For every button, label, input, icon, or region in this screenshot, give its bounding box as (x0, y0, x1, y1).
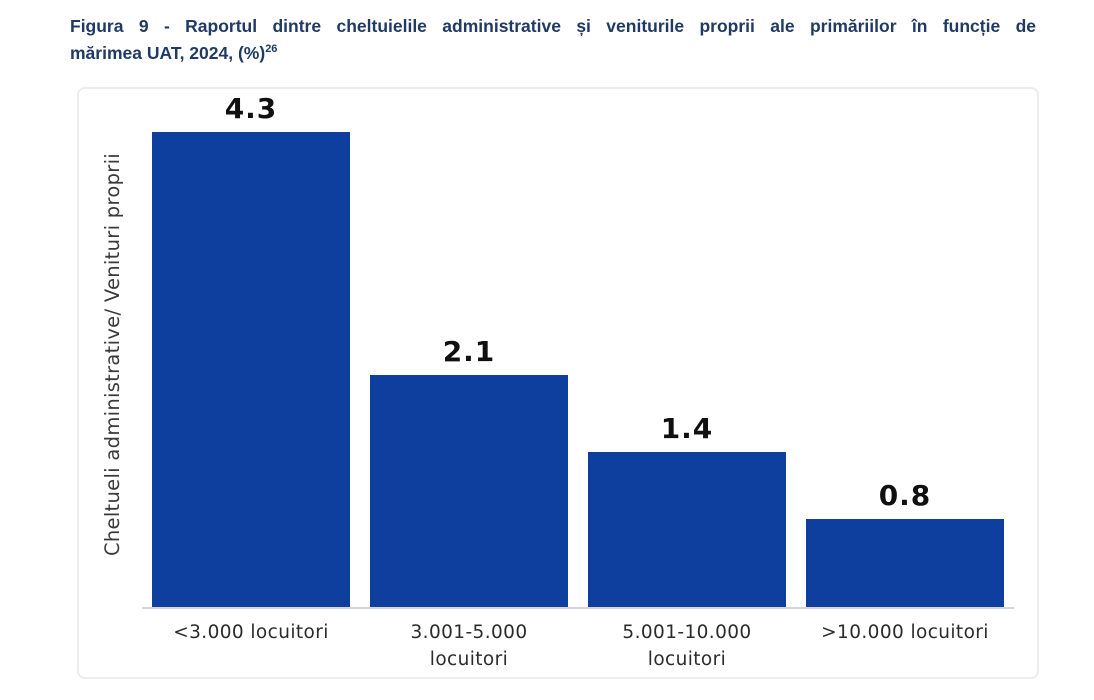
x-axis-category-label: 5.001-10.000 locuitori (622, 622, 752, 670)
figure-title-line2: mărimea UAT, 2024, (%)26 (70, 40, 1036, 67)
bar (370, 375, 568, 607)
x-axis-category-labels: <3.000 locuitori 3.001-5.000 locuitori 5.00… (142, 619, 1014, 673)
bar-value-label: 1.4 (660, 412, 714, 445)
bar-group: 2.1 (360, 338, 578, 607)
bar-chart: Cheltueli administrative/ Venituri propr… (77, 87, 1039, 679)
x-axis-category-label: <3.000 locuitori (173, 622, 329, 643)
figure-title: Figura 9 - Raportul dintre cheltuielile … (70, 13, 1036, 67)
bar (152, 132, 350, 607)
x-axis-category-label: >10.000 locuitori (821, 622, 989, 643)
y-axis-title: Cheltueli administrative/ Venituri propr… (101, 152, 125, 557)
bar-group: 0.8 (796, 482, 1014, 607)
bar (588, 452, 786, 607)
figure-title-line1: Figura 9 - Raportul dintre cheltuielile … (70, 16, 1036, 36)
figure-title-line2-text: mărimea UAT, 2024, (%) (70, 43, 266, 63)
bar-value-label: 2.1 (442, 335, 496, 368)
bar-value-label: 0.8 (878, 479, 932, 512)
figure-title-footnote-marker: 26 (265, 43, 278, 56)
bar (806, 519, 1004, 607)
plot-area: 4.3 2.1 1.4 0.8 (142, 95, 1014, 609)
x-axis-category-label: 3.001-5.000 locuitori (410, 622, 528, 670)
y-axis-title-wrap: Cheltueli administrative/ Venituri propr… (89, 102, 137, 607)
bar-group: 1.4 (578, 415, 796, 607)
bar-group: 4.3 (142, 95, 360, 607)
bar-value-label: 4.3 (224, 92, 278, 125)
